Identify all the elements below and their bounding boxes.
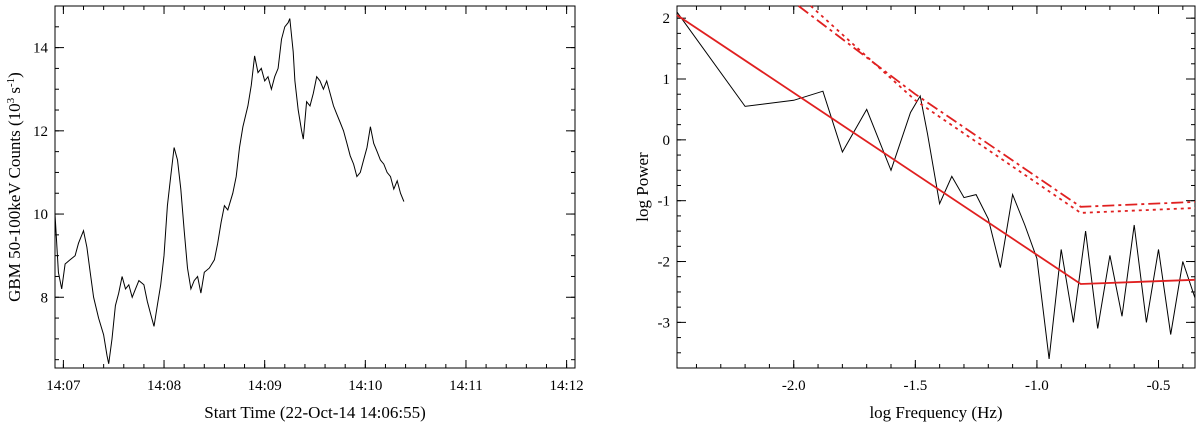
left-x-tick-label: 14:12	[550, 378, 584, 394]
left-x-tick-label: 14:08	[147, 378, 181, 394]
left-x-axis-label: Start Time (22-Oct-14 14:06:55)	[204, 403, 425, 422]
left-series-group	[54, 18, 405, 364]
right-y-tick-label: -2	[658, 255, 671, 271]
left-x-tick-label: 14:10	[348, 378, 382, 394]
right-chart: -2.0 -1.5 -1.0 -0.5 -3 -2 -1 0 1 2 log Frequency …	[633, 5, 1196, 422]
left-y-tick-label: 12	[33, 124, 48, 140]
right-y-tick-label: -3	[658, 315, 671, 331]
right-series-group	[676, 5, 1196, 359]
left-plot-frame	[54, 5, 576, 369]
left-y-tick-label: 8	[41, 290, 49, 306]
right-series-data-0-line	[676, 11, 1196, 359]
right-y-axis-label: log Power	[633, 152, 652, 222]
left-y-axis-label: GBM 50-100keV Counts (103 s-1)	[5, 72, 24, 302]
left-series-data-0-line	[54, 18, 405, 364]
right-y-tick-label: -1	[658, 194, 671, 210]
right-x-axis-label: log Frequency (Hz)	[869, 403, 1002, 422]
right-y-tick-label: 2	[663, 11, 671, 27]
left-y-tick-label: 10	[33, 207, 48, 223]
left-x-tick-label: 14:07	[46, 378, 81, 394]
right-x-tick-label: -1.5	[903, 378, 927, 394]
right-series-95--line	[798, 5, 1196, 208]
right-x-tick-label: -2.0	[782, 378, 806, 394]
right-series-99--line	[810, 5, 1196, 214]
right-series-fit-line	[676, 14, 1196, 285]
left-x-tick-label: 14:09	[248, 378, 282, 394]
left-x-tick-label: 14:11	[449, 378, 483, 394]
left-axis-ticks: 14:07 14:08 14:09 14:10 14:11 14:12 8 10 12 14	[33, 5, 584, 394]
right-y-tick-label: 1	[663, 72, 671, 88]
right-x-tick-label: -1.0	[1025, 378, 1049, 394]
right-x-tick-label: -0.5	[1147, 378, 1171, 394]
right-y-tick-label: 0	[663, 133, 671, 149]
left-chart: 14:07 14:08 14:09 14:10 14:11 14:12 8 10 12 14 St…	[5, 5, 584, 422]
left-y-tick-label: 14	[33, 41, 49, 57]
right-axis-ticks: -2.0 -1.5 -1.0 -0.5 -3 -2 -1 0 1 2	[658, 6, 1195, 394]
right-plot-frame	[676, 5, 1196, 369]
